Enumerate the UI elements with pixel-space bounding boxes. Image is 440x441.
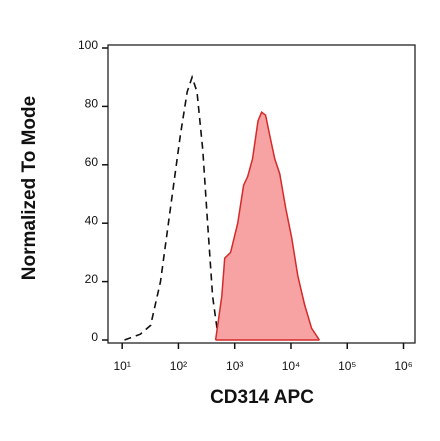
y-tick-label: 40 — [85, 213, 99, 227]
x-tick-label: 10⁵ — [338, 359, 356, 373]
x-tick-label: 10⁴ — [282, 359, 301, 373]
y-axis-title: Normalized To Mode — [19, 96, 40, 280]
x-axis-title: CD314 APC — [210, 387, 314, 408]
x-tick-label: 10² — [170, 359, 187, 373]
x-tick-label: 10⁶ — [394, 359, 412, 373]
x-tick-label: 10³ — [226, 359, 243, 373]
y-tick-label: 60 — [85, 155, 99, 169]
area — [214, 111, 321, 341]
x-tick-label: 10¹ — [113, 359, 130, 373]
y-tick-label: 0 — [91, 330, 98, 344]
y-tick-label: 80 — [85, 97, 99, 111]
plot-frame — [107, 44, 416, 344]
line — [124, 74, 223, 341]
y-tick-label: 20 — [85, 272, 99, 286]
y-tick-label: 100 — [78, 38, 98, 52]
